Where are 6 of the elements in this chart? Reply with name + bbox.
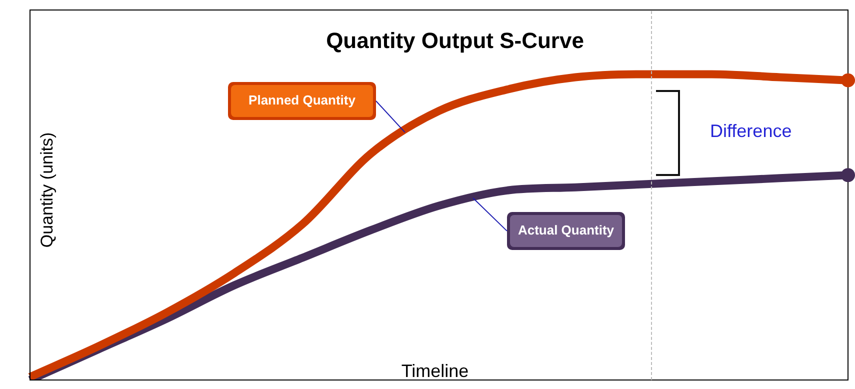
- x-axis-title: Timeline: [401, 360, 469, 381]
- chart-title: Quantity Output S-Curve: [326, 28, 584, 54]
- text: Actual Quantity: [518, 222, 615, 238]
- text: Planned Quantity: [248, 92, 356, 108]
- y-axis-title: Quantity (units): [38, 132, 57, 248]
- annotation: Difference: [710, 121, 792, 142]
